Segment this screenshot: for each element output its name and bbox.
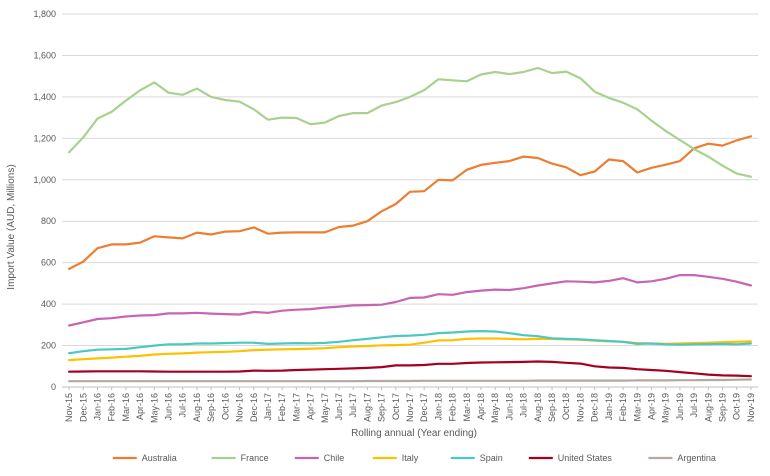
x-tick-label: Mar-17 bbox=[291, 393, 301, 422]
x-tick-label: Jul-18 bbox=[519, 393, 529, 418]
legend-item-chile: Chile bbox=[294, 453, 345, 463]
x-tick-label: Mar-18 bbox=[462, 393, 472, 422]
x-tick-label: Sep-17 bbox=[377, 393, 387, 422]
x-axis-ticks: Nov-15 Dec-15 Jan-16 Feb-16 Mar-16 Apr-16 May-… bbox=[64, 387, 756, 423]
y-tick-label: 800 bbox=[41, 216, 56, 226]
x-tick-label: Nov-19 bbox=[746, 393, 756, 422]
legend-item-united-states: United States bbox=[528, 453, 613, 463]
x-tick-label: Apr-19 bbox=[646, 393, 656, 420]
x-tick-label: Jun-18 bbox=[504, 393, 514, 421]
x-tick-label: Aug-19 bbox=[703, 393, 713, 422]
x-tick-label: Oct-18 bbox=[561, 393, 571, 420]
y-tick-label: 1,200 bbox=[33, 133, 56, 143]
x-tick-label: Apr-18 bbox=[476, 393, 486, 420]
x-tick-label: Aug-18 bbox=[533, 393, 543, 422]
x-tick-label: Aug-17 bbox=[362, 393, 372, 422]
x-tick-label: Sep-16 bbox=[206, 393, 216, 422]
x-tick-label: Oct-16 bbox=[220, 393, 230, 420]
legend-item-argentina: Argentina bbox=[648, 453, 716, 463]
y-tick-label: 400 bbox=[41, 299, 56, 309]
x-tick-label: Mar-16 bbox=[121, 393, 131, 422]
x-tick-label: May-18 bbox=[490, 393, 500, 423]
x-tick-label: May-19 bbox=[661, 393, 671, 423]
legend-label: Chile bbox=[324, 453, 345, 463]
x-tick-label: Dec-17 bbox=[419, 393, 429, 422]
x-tick-label: May-17 bbox=[320, 393, 330, 423]
y-tick-label: 1,000 bbox=[33, 175, 56, 185]
y-tick-label: 0 bbox=[51, 382, 56, 392]
x-tick-label: Nov-17 bbox=[405, 393, 415, 422]
x-tick-label: Oct-17 bbox=[391, 393, 401, 420]
series-line-argentina bbox=[67, 378, 753, 383]
legend: Australia France Chile Italy Spain United Sta… bbox=[112, 453, 716, 463]
legend-label: Spain bbox=[480, 453, 503, 463]
x-tick-label: Aug-16 bbox=[192, 393, 202, 422]
legend-item-australia: Australia bbox=[112, 453, 177, 463]
x-tick-label: Jan-16 bbox=[93, 393, 103, 421]
x-tick-label: Jun-16 bbox=[164, 393, 174, 421]
x-tick-label: Mar-19 bbox=[632, 393, 642, 422]
x-tick-label: Apr-17 bbox=[306, 393, 316, 420]
x-axis-title: Rolling annual (Year ending) bbox=[351, 428, 477, 439]
x-tick-label: Jun-19 bbox=[675, 393, 685, 421]
y-tick-label: 1,600 bbox=[33, 50, 56, 60]
y-tick-label: 200 bbox=[41, 341, 56, 351]
y-tick-label: 1,400 bbox=[33, 92, 56, 102]
x-tick-label: Jul-16 bbox=[178, 393, 188, 418]
x-tick-label: Jan-19 bbox=[604, 393, 614, 421]
x-tick-label: Sep-18 bbox=[547, 393, 557, 422]
x-tick-label: Dec-16 bbox=[249, 393, 259, 422]
x-tick-label: Jun-17 bbox=[334, 393, 344, 421]
x-tick-label: Oct-19 bbox=[732, 393, 742, 420]
series-lines bbox=[67, 66, 753, 383]
x-tick-label: Jul-19 bbox=[689, 393, 699, 418]
x-tick-label: Nov-18 bbox=[575, 393, 585, 422]
x-tick-label: Jul-17 bbox=[348, 393, 358, 418]
x-tick-label: Jan-18 bbox=[433, 393, 443, 421]
gridlines bbox=[62, 13, 758, 388]
x-tick-label: Dec-18 bbox=[590, 393, 600, 422]
y-axis-title: Import Value (AUD, Millions) bbox=[6, 164, 17, 289]
legend-label: Australia bbox=[142, 453, 177, 463]
x-tick-label: Nov-16 bbox=[235, 393, 245, 422]
x-tick-label: Nov-15 bbox=[64, 393, 74, 422]
x-tick-label: Feb-16 bbox=[107, 393, 117, 422]
x-tick-label: Jan-17 bbox=[263, 393, 273, 421]
x-tick-label: Feb-18 bbox=[448, 393, 458, 422]
series-line-australia bbox=[67, 135, 753, 270]
y-tick-label: 1,800 bbox=[33, 9, 56, 19]
x-tick-label: Sep-19 bbox=[717, 393, 727, 422]
legend-item-italy: Italy bbox=[372, 453, 419, 463]
legend-label: Italy bbox=[402, 453, 419, 463]
x-tick-label: Feb-17 bbox=[277, 393, 287, 422]
y-axis-ticks: 0 200 400 600 800 1,000 1,200 1,400 1,600 1,800 bbox=[33, 9, 56, 392]
series-line-spain bbox=[67, 330, 753, 355]
series-line-france bbox=[67, 66, 753, 178]
legend-label: Argentina bbox=[677, 453, 716, 463]
legend-item-spain: Spain bbox=[450, 453, 503, 463]
y-tick-label: 600 bbox=[41, 258, 56, 268]
x-tick-label: Dec-15 bbox=[78, 393, 88, 422]
x-tick-label: Apr-16 bbox=[135, 393, 145, 420]
legend-label: United States bbox=[558, 453, 613, 463]
legend-label: France bbox=[241, 453, 269, 463]
series-line-chile bbox=[67, 274, 753, 327]
series-line-united-states bbox=[67, 360, 753, 378]
series-line-italy bbox=[67, 337, 753, 362]
x-tick-label: Feb-19 bbox=[618, 393, 628, 422]
legend-item-france: France bbox=[211, 453, 269, 463]
x-tick-label: May-16 bbox=[149, 393, 159, 423]
